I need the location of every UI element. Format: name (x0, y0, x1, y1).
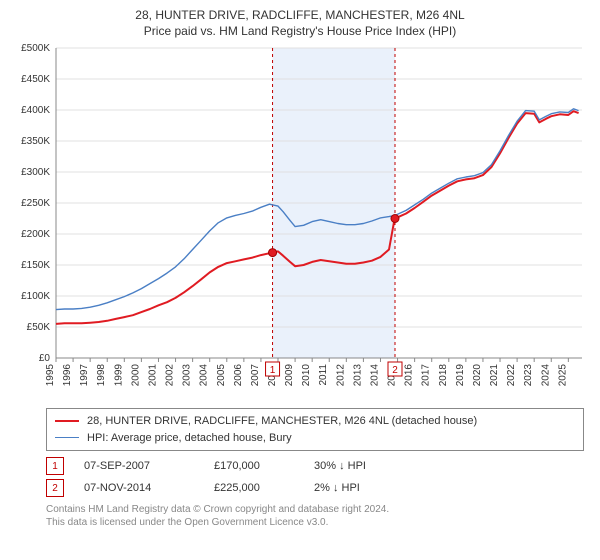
svg-text:2018: 2018 (438, 364, 449, 387)
legend-item: HPI: Average price, detached house, Bury (55, 430, 575, 447)
svg-text:2025: 2025 (557, 364, 568, 387)
svg-text:2004: 2004 (199, 364, 210, 387)
legend-item: 28, HUNTER DRIVE, RADCLIFFE, MANCHESTER,… (55, 413, 575, 430)
svg-text:2006: 2006 (233, 364, 244, 387)
transaction-marker-badge: 2 (46, 479, 64, 497)
transaction-price: £225,000 (214, 482, 294, 494)
transactions-table: 1 07-SEP-2007 £170,000 30% ↓ HPI 2 07-NOV-201… (46, 455, 584, 499)
svg-text:2002: 2002 (165, 364, 176, 387)
price-chart: £0 £50K £100K £150K £200K £250K £300K £350K £400… (10, 42, 590, 402)
svg-text:2009: 2009 (284, 364, 295, 387)
svg-text:1998: 1998 (96, 364, 107, 387)
attribution-footer: Contains HM Land Registry data © Crown c… (46, 503, 584, 529)
svg-text:1: 1 (270, 365, 276, 376)
svg-text:£450K: £450K (21, 74, 50, 85)
svg-text:2017: 2017 (421, 364, 432, 387)
svg-text:2007: 2007 (250, 364, 261, 387)
svg-text:£0: £0 (39, 353, 51, 364)
transaction-date: 07-SEP-2007 (84, 460, 194, 472)
svg-text:£150K: £150K (21, 260, 50, 271)
transaction-marker-badge: 1 (46, 457, 64, 475)
svg-text:2: 2 (392, 365, 398, 376)
legend-swatch (55, 420, 79, 422)
svg-text:2003: 2003 (182, 364, 193, 387)
legend-label: 28, HUNTER DRIVE, RADCLIFFE, MANCHESTER,… (87, 413, 477, 430)
svg-text:2020: 2020 (472, 364, 483, 387)
svg-text:2021: 2021 (489, 364, 500, 387)
transaction-price: £170,000 (214, 460, 294, 472)
svg-text:1997: 1997 (79, 364, 90, 387)
svg-text:2001: 2001 (147, 364, 158, 387)
page-subtitle: Price paid vs. HM Land Registry's House … (10, 24, 590, 38)
svg-text:£50K: £50K (27, 322, 51, 333)
transaction-row: 1 07-SEP-2007 £170,000 30% ↓ HPI (46, 455, 584, 477)
svg-text:1999: 1999 (113, 364, 124, 387)
svg-text:£100K: £100K (21, 291, 50, 302)
page-title-address: 28, HUNTER DRIVE, RADCLIFFE, MANCHESTER,… (10, 8, 590, 22)
svg-text:£400K: £400K (21, 105, 50, 116)
svg-text:2024: 2024 (540, 364, 551, 387)
svg-text:2010: 2010 (301, 364, 312, 387)
svg-text:£500K: £500K (21, 43, 50, 54)
svg-text:2013: 2013 (352, 364, 363, 387)
legend-swatch (55, 437, 79, 438)
footer-line: This data is licensed under the Open Gov… (46, 516, 584, 529)
legend-label: HPI: Average price, detached house, Bury (87, 430, 292, 447)
svg-text:2005: 2005 (216, 364, 227, 387)
svg-text:2012: 2012 (335, 364, 346, 387)
svg-text:2016: 2016 (404, 364, 415, 387)
svg-text:2000: 2000 (130, 364, 141, 387)
transaction-hpi-diff: 30% ↓ HPI (314, 460, 404, 472)
svg-text:1996: 1996 (62, 364, 73, 387)
transaction-date: 07-NOV-2014 (84, 482, 194, 494)
footer-line: Contains HM Land Registry data © Crown c… (46, 503, 584, 516)
svg-text:2011: 2011 (318, 364, 329, 386)
svg-text:£200K: £200K (21, 229, 50, 240)
svg-text:2023: 2023 (523, 364, 534, 387)
svg-text:2014: 2014 (369, 364, 380, 387)
svg-text:£300K: £300K (21, 167, 50, 178)
transaction-hpi-diff: 2% ↓ HPI (314, 482, 404, 494)
chart-legend: 28, HUNTER DRIVE, RADCLIFFE, MANCHESTER,… (46, 408, 584, 451)
transaction-row: 2 07-NOV-2014 £225,000 2% ↓ HPI (46, 477, 584, 499)
svg-text:2019: 2019 (455, 364, 466, 387)
svg-text:£350K: £350K (21, 136, 50, 147)
svg-text:1995: 1995 (45, 364, 56, 387)
svg-text:2022: 2022 (506, 364, 517, 387)
svg-text:£250K: £250K (21, 198, 50, 209)
